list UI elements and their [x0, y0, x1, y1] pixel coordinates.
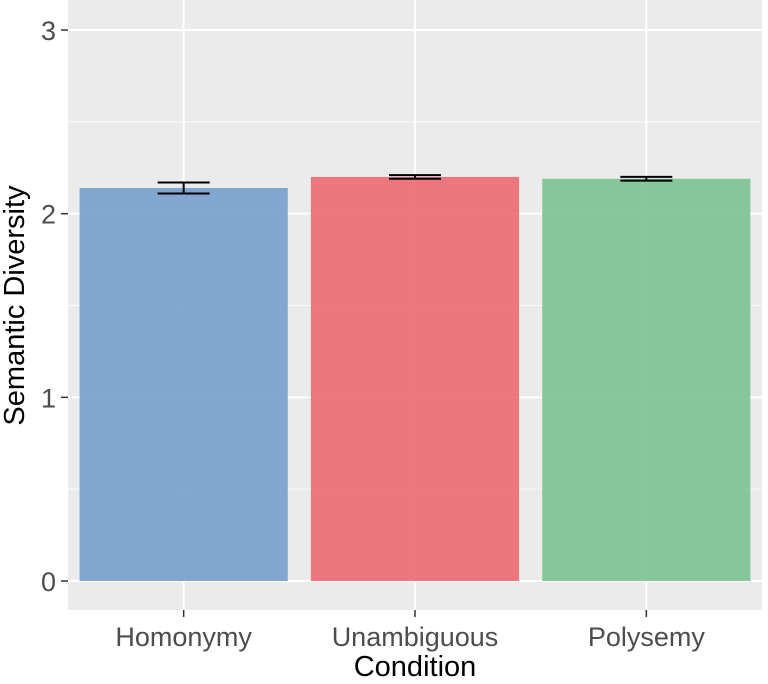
x-tick-label-polysemy: Polysemy [588, 622, 706, 652]
bars [79, 176, 751, 581]
error-bar-unambiguous [389, 174, 441, 180]
error-bars [157, 174, 673, 195]
y-tick-label: 0 [41, 567, 56, 597]
y-axis: 0 1 2 3 [41, 16, 68, 597]
y-axis-title: Semantic Diversity [0, 185, 31, 426]
bar-unambiguous [310, 176, 520, 581]
x-axis-title: Condition [354, 651, 477, 683]
error-bar-polysemy [620, 175, 673, 182]
x-axis: Homonymy Unambiguous Polysemy [115, 610, 705, 652]
bar-homonymy [79, 187, 288, 581]
x-tick-label-unambiguous: Unambiguous [332, 622, 499, 652]
y-tick-label: 2 [41, 200, 56, 230]
bar-polysemy [542, 178, 751, 581]
x-tick-label-homonymy: Homonymy [115, 622, 252, 652]
error-bar-homonymy [157, 181, 210, 195]
y-tick-label: 1 [41, 383, 56, 413]
y-tick-label: 3 [41, 16, 56, 46]
